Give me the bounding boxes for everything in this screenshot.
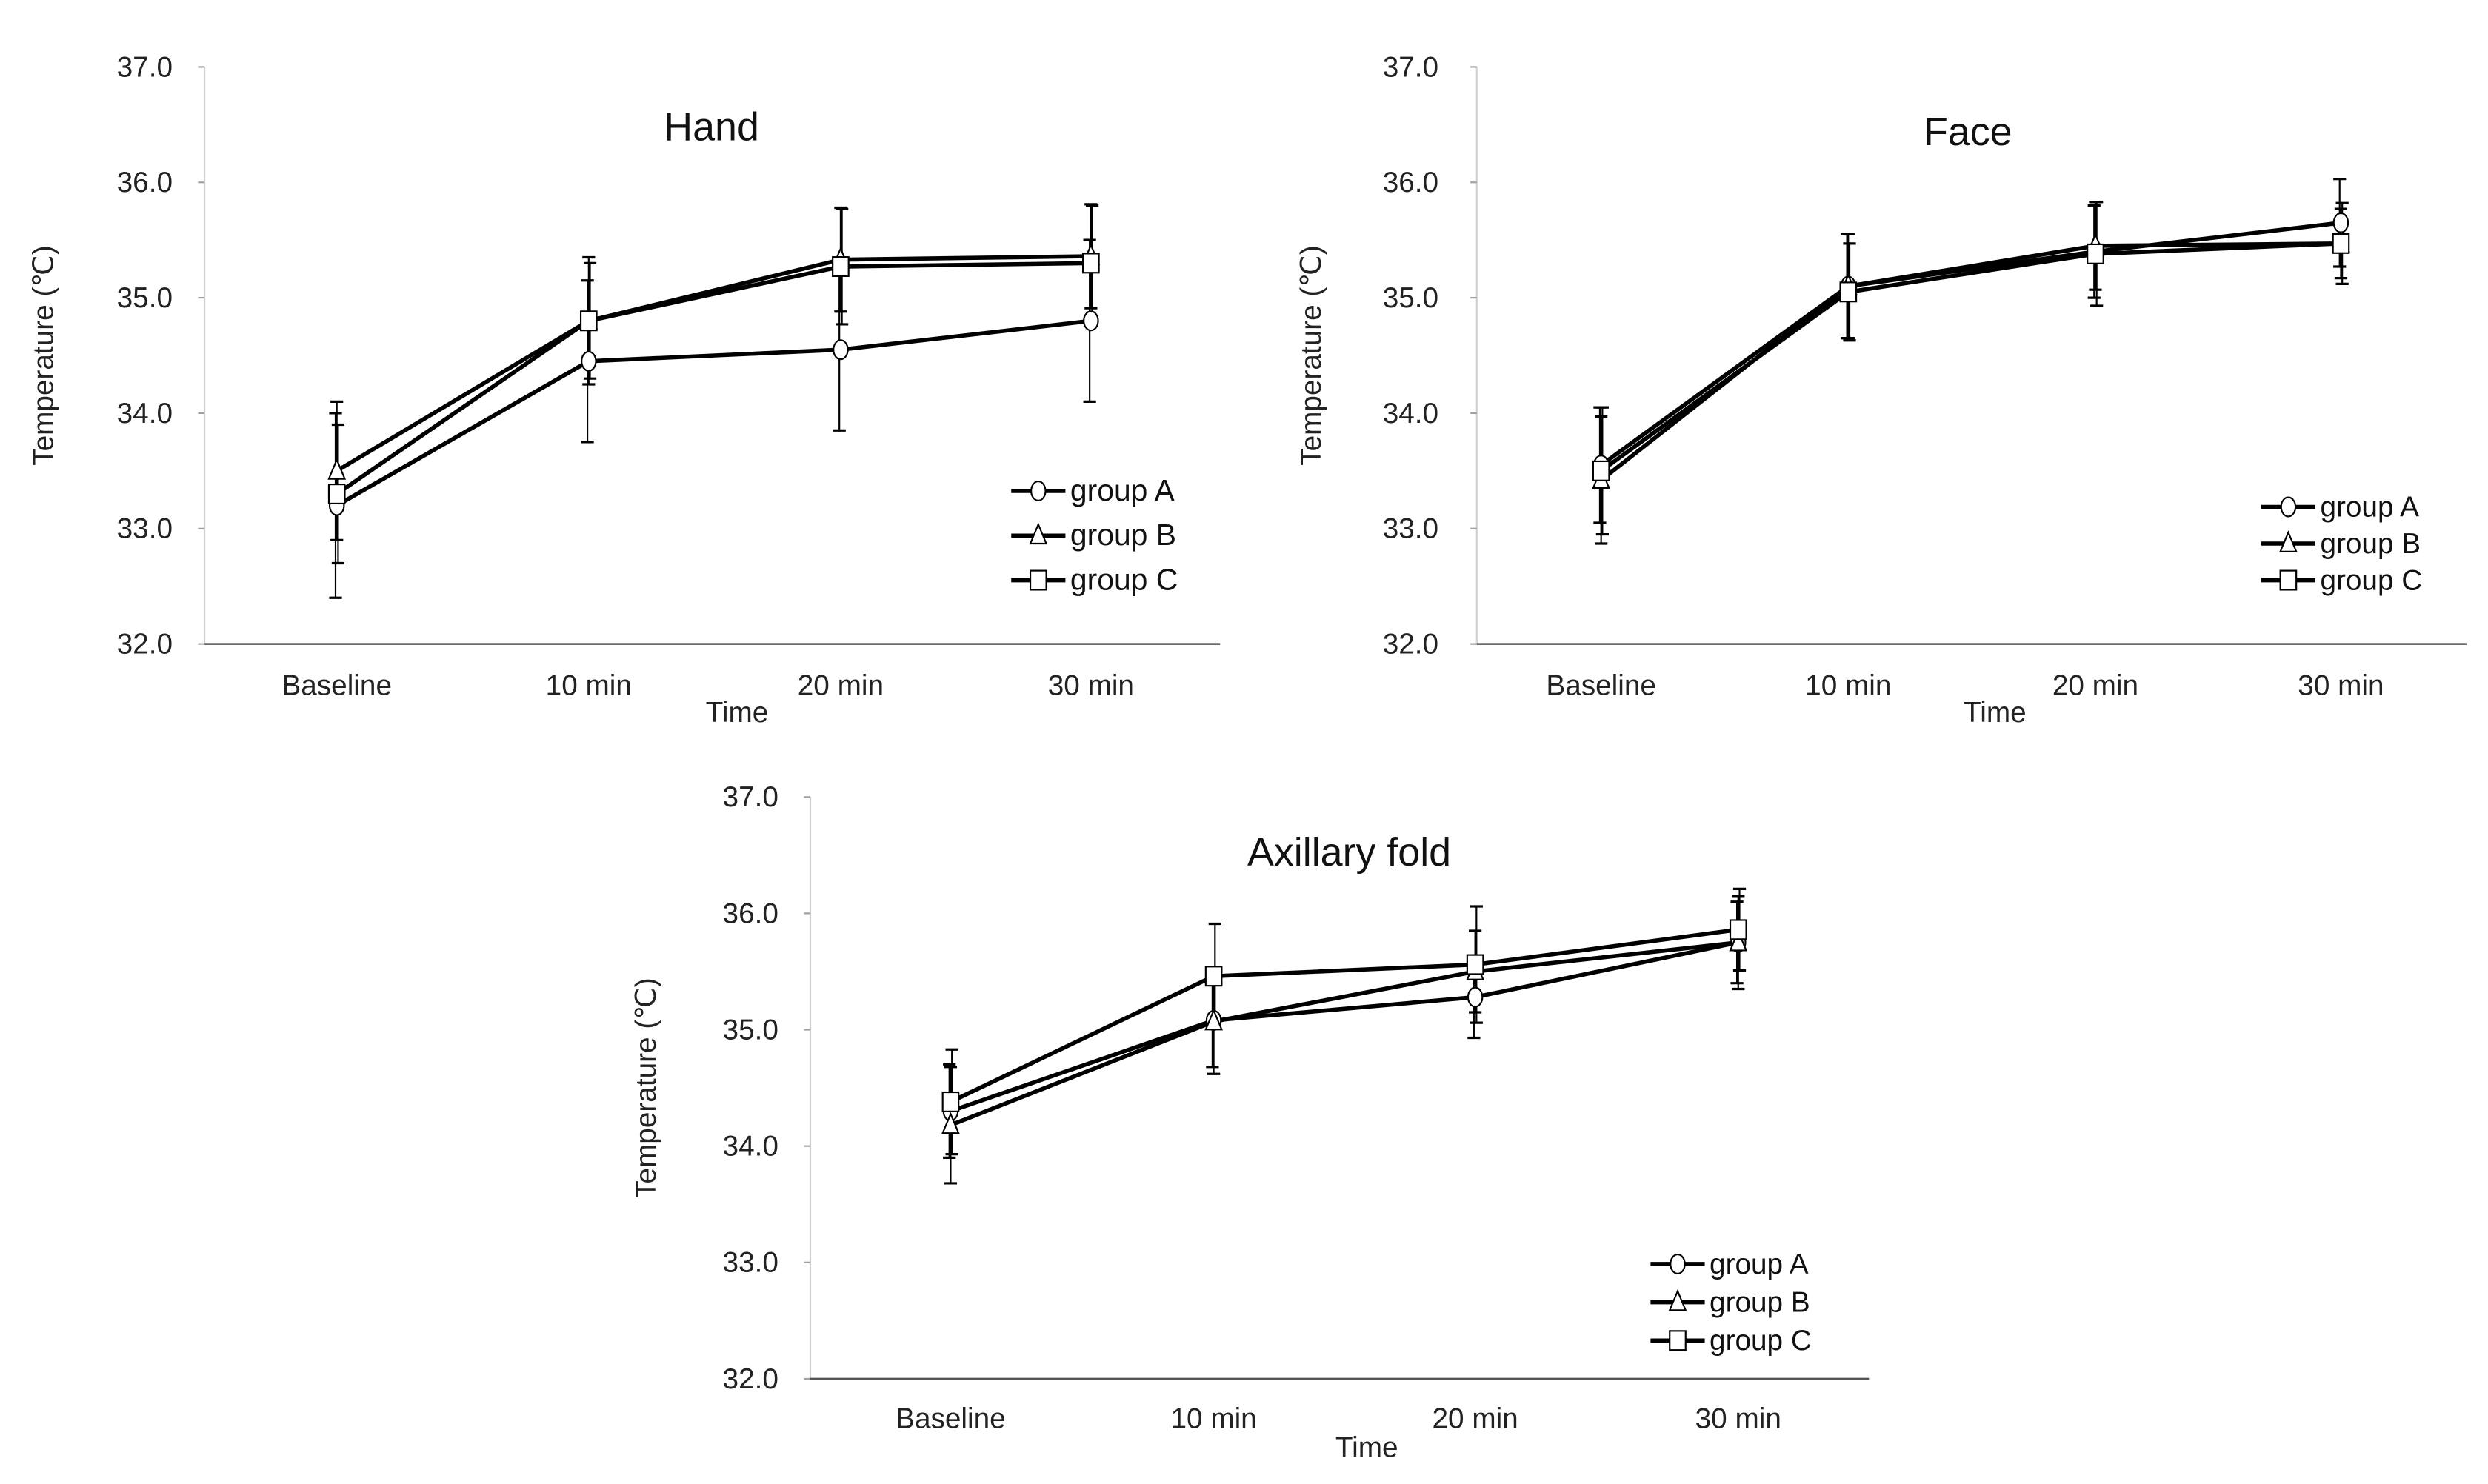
x-tick-label: 30 min [1695, 1403, 1781, 1435]
legend-label: group A [1070, 473, 1175, 507]
data-point-square [1082, 253, 1100, 274]
x-tick-label: Baseline [1546, 670, 1656, 702]
x-tick-label: 10 min [1805, 670, 1891, 702]
y-axis-label: Temperature (℃) [630, 977, 662, 1198]
y-tick-label: 33.0 [1383, 513, 1438, 545]
y-tick-label: 37.0 [723, 781, 778, 813]
legend-triangle-icon [2279, 530, 2298, 552]
series-line-group-b [1599, 241, 2341, 482]
data-point-circle [2332, 212, 2349, 233]
legend-label: group C [1070, 562, 1178, 596]
data-point-triangle [1729, 929, 1748, 952]
data-point-square [1204, 966, 1223, 987]
y-tick-label: 37.0 [1383, 51, 1438, 83]
data-point-square [832, 256, 850, 278]
y-axis-label: Temperature (℃) [28, 245, 60, 466]
data-point-square [1592, 460, 1610, 481]
series-line-group-c [950, 927, 1739, 1104]
legend-triangle-icon [1029, 522, 1048, 545]
y-tick-label: 36.0 [723, 898, 778, 929]
y-tick-label: 32.0 [723, 1363, 778, 1395]
x-tick-label: 10 min [546, 670, 632, 702]
legend-label: group B [1070, 518, 1176, 552]
data-point-square [579, 310, 598, 332]
data-point-square [1729, 919, 1747, 940]
legend-square-icon [2279, 569, 2298, 591]
x-tick-label: 30 min [2298, 670, 2384, 702]
chart-title: Axillary fold [1247, 830, 1451, 875]
x-axis-label: Time [706, 697, 769, 729]
legend-label: group C [2320, 564, 2422, 596]
data-point-square [327, 484, 346, 505]
y-tick-label: 35.0 [723, 1014, 778, 1046]
chart-panel-axillary-fold: 32.0 33.0 34.0 35.0 36.0 37.0 Baseline 10 min 20… [630, 781, 1870, 1463]
data-point-circle [581, 350, 597, 372]
data-point-triangle [941, 1112, 960, 1134]
legend-label: group C [1710, 1325, 1812, 1357]
data-point-triangle [1204, 1008, 1223, 1031]
y-tick-label: 33.0 [723, 1247, 778, 1279]
y-axis-label: Temperature (℃) [1295, 245, 1327, 466]
y-tick-label: 36.0 [117, 167, 173, 198]
chart-panel-hand: 32.0 33.0 34.0 35.0 36.0 37.0 Baseline 10 min 20… [28, 51, 1221, 729]
data-point-triangle [327, 457, 347, 480]
y-tick-label: 35.0 [1383, 282, 1438, 314]
y-tick-label: 33.0 [117, 513, 173, 545]
series-line-group-c [336, 261, 1091, 496]
chart-panel-face: 32.0 33.0 34.0 35.0 36.0 37.0 Baseline 10 min 20… [1295, 51, 2467, 729]
y-tick-label: 36.0 [1383, 167, 1438, 198]
legend-triangle-icon [1668, 1289, 1687, 1311]
series-line-group-a [336, 318, 1092, 508]
data-point-circle [1083, 310, 1099, 332]
x-tick-label: 20 min [2052, 670, 2138, 702]
y-tick-label: 34.0 [1383, 398, 1438, 430]
y-tick-label: 34.0 [723, 1131, 778, 1163]
series-line-group-b [950, 940, 1739, 1127]
y-tick-label: 35.0 [117, 282, 173, 314]
data-point-circle [833, 339, 849, 361]
legend-circle-icon [1670, 1253, 1686, 1274]
y-tick-label: 37.0 [117, 51, 173, 83]
legend-label: group B [1710, 1287, 1810, 1319]
data-point-square [2332, 233, 2350, 254]
y-tick-label: 34.0 [117, 398, 173, 430]
chart-title: Face [1924, 110, 2012, 154]
x-tick-label: Baseline [281, 670, 392, 702]
x-tick-label: Baseline [896, 1403, 1006, 1435]
x-tick-label: 10 min [1170, 1403, 1256, 1435]
legend-label: group B [2320, 528, 2421, 560]
data-point-square [1839, 281, 1858, 303]
legend-label: group A [1710, 1249, 1809, 1280]
series-line-group-a [950, 940, 1739, 1114]
x-tick-label: 30 min [1048, 670, 1134, 702]
x-tick-label: 20 min [1432, 1403, 1518, 1435]
legend-label: group A [2320, 491, 2419, 523]
legend-square-icon [1029, 569, 1047, 591]
x-axis-label: Time [1335, 1431, 1398, 1463]
data-point-square [2087, 243, 2104, 264]
data-point-square [1466, 954, 1484, 975]
x-axis-label: Time [1964, 697, 2027, 729]
series-line-group-c [1600, 241, 2341, 473]
data-point-circle [1467, 986, 1484, 1008]
data-point-square [941, 1091, 960, 1112]
y-tick-label: 32.0 [1383, 629, 1438, 661]
x-tick-label: 20 min [798, 670, 884, 702]
series-line-group-b [336, 254, 1091, 473]
series-line-group-a [1600, 221, 2341, 467]
legend-circle-icon [1030, 480, 1047, 501]
legend-square-icon [1669, 1330, 1687, 1351]
y-tick-label: 32.0 [117, 629, 173, 661]
chart-title: Hand [664, 104, 759, 149]
legend-circle-icon [2280, 496, 2297, 518]
